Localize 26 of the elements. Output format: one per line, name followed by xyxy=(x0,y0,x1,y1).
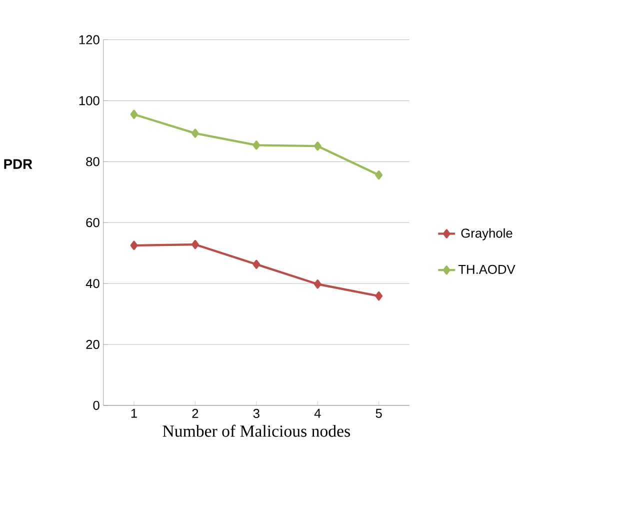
point xyxy=(192,240,199,250)
y-tick-label: 40 xyxy=(86,279,100,288)
point xyxy=(375,170,383,180)
y-tick-label: 0 xyxy=(93,400,100,410)
point xyxy=(252,260,260,269)
point xyxy=(192,128,199,138)
y-tick-label: 60 xyxy=(86,218,100,228)
point xyxy=(252,140,260,150)
y-tick-label: 80 xyxy=(86,157,100,166)
x-tick-label: 4 xyxy=(314,409,321,418)
x-tick-label: 2 xyxy=(192,409,198,418)
y-tick-label: 20 xyxy=(86,340,100,350)
y-tick-label: 120 xyxy=(79,35,100,44)
y-axis-title: PDR xyxy=(4,159,32,169)
point xyxy=(314,142,322,151)
point xyxy=(314,280,322,289)
legend-label: Grayhole xyxy=(461,228,512,240)
x-tick-label: 5 xyxy=(376,409,382,418)
y-tick-label: 100 xyxy=(79,96,100,106)
x-axis-title: Number of Malicious nodes xyxy=(162,424,350,437)
point xyxy=(375,292,383,301)
point xyxy=(130,110,138,120)
point xyxy=(130,240,138,250)
legend-label: TH.AODV xyxy=(458,264,516,274)
x-tick-label: 1 xyxy=(131,409,137,418)
x-tick-label: 3 xyxy=(253,409,260,418)
